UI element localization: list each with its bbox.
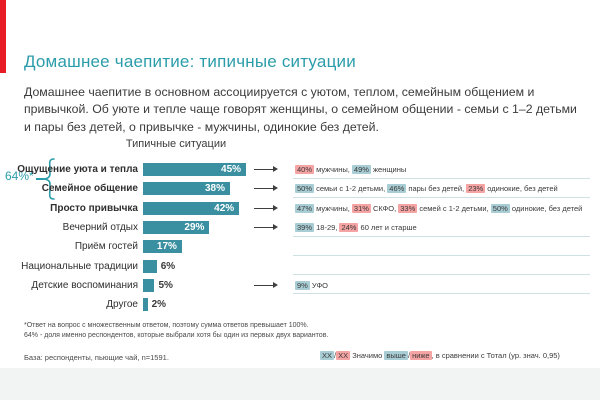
- bar-value-label: 5%: [158, 279, 173, 291]
- annotation-text: /: [334, 351, 336, 360]
- group-share-label: 64%*: [5, 169, 34, 183]
- chart-title: Типичные ситуации: [125, 138, 227, 150]
- row-divider: [293, 274, 590, 276]
- significance-highlight-higher: 49%: [351, 165, 371, 174]
- right-arrow-icon: [254, 166, 278, 172]
- bar-value-label: 2%: [151, 299, 167, 311]
- row-annotation: 9% УФО: [295, 280, 593, 290]
- footnotes: *Ответ на вопрос с множественным ответом…: [24, 321, 328, 341]
- bar: 45%: [143, 163, 247, 176]
- bar-value-label: 29%: [184, 221, 205, 233]
- significance-highlight-higher: 39%: [295, 222, 315, 232]
- significance-legend: ХХ/ХХ Значимо выше/ниже, в сравнении с Т…: [320, 351, 560, 360]
- annotation-text: УФО: [309, 280, 328, 290]
- page-title: Домашнее чаепитие: типичные ситуации: [24, 52, 356, 71]
- row-divider: [293, 235, 590, 237]
- significance-highlight-lower: 40%: [295, 165, 315, 174]
- category-label: Ощущение уюта и тепла: [17, 164, 138, 175]
- annotation-text: семьи с 1-2 детьми,: [314, 184, 388, 194]
- bar: 42%: [143, 201, 240, 215]
- intro-paragraph: Домашнее чаепитие в основном ассоциирует…: [24, 85, 577, 134]
- category-label: Детские воспоминания: [31, 279, 138, 291]
- red-accent-bar: [0, 0, 6, 73]
- significance-highlight-lower: 23%: [466, 184, 486, 194]
- significance-highlight-higher: 47%: [295, 203, 315, 213]
- annotation-text: женщины: [370, 165, 407, 174]
- bar: [143, 259, 157, 273]
- significance-highlight-higher: ХХ: [320, 351, 335, 360]
- category-label: Вечерний отдых: [62, 221, 138, 233]
- bar-value-label: 42%: [214, 202, 235, 214]
- bar-value-label: 17%: [156, 241, 177, 253]
- annotation-text: мужчины,: [314, 165, 352, 174]
- significance-highlight-higher: 50%: [490, 203, 510, 213]
- category-label: Семейное общение: [41, 183, 138, 195]
- annotation-text: одинокие, без детей: [485, 184, 558, 194]
- base-note: База: респонденты, пьющие чай, n=1591.: [24, 353, 169, 362]
- significance-highlight-lower: 31%: [351, 203, 371, 213]
- bar: 17%: [143, 240, 182, 254]
- row-annotation: 47% мужчины, 31% СКФО, 33% семей с 1-2 д…: [295, 203, 593, 213]
- footnote-line-1: *Ответ на вопрос с множественным ответом…: [24, 322, 309, 329]
- category-label: Приём гостей: [74, 241, 138, 253]
- row-annotation: 40% мужчины, 49% женщины: [295, 165, 593, 174]
- significance-highlight-lower: 24%: [339, 222, 359, 232]
- annotation-text: мужчины,: [314, 203, 352, 213]
- bar-value-label: 38%: [205, 183, 226, 195]
- bar: 38%: [143, 182, 231, 196]
- bar: 29%: [143, 220, 210, 234]
- group-bracket-icon: [43, 158, 55, 205]
- annotation-text: пары без детей,: [406, 184, 467, 194]
- significance-highlight-higher: 46%: [387, 184, 407, 194]
- annotation-text: 60 лет и старше: [358, 222, 417, 232]
- annotation-text: Значимо: [350, 351, 385, 360]
- significance-highlight-higher: выше: [384, 351, 408, 360]
- annotation-text: 18-29,: [314, 222, 340, 232]
- right-arrow-icon: [254, 185, 278, 192]
- annotation-text: одинокие, без детей: [509, 203, 583, 213]
- category-label: Национальные традиции: [21, 260, 138, 272]
- annotation-text: , в сравнении с Тотал (ур. знач. 0,95): [431, 351, 560, 360]
- annotation-text: /: [408, 351, 410, 360]
- row-divider: [293, 254, 590, 256]
- footnote-line-2: 64% - доля именно респондентов, которые …: [24, 331, 329, 339]
- right-arrow-icon: [254, 204, 278, 211]
- right-arrow-icon: [254, 223, 278, 230]
- row-annotation: 39% 18-29, 24% 60 лет и старше: [295, 222, 593, 232]
- footer-band: [0, 368, 600, 400]
- category-label: Другое: [106, 299, 138, 311]
- annotation-text: семей с 1-2 детьми,: [417, 203, 491, 213]
- row-divider: [293, 177, 590, 179]
- significance-highlight-higher: 50%: [295, 184, 315, 194]
- significance-highlight-lower: ХХ: [336, 351, 351, 360]
- bar-value-label: 6%: [160, 260, 176, 272]
- category-label: Просто привычка: [50, 202, 138, 214]
- bar: [143, 298, 148, 312]
- row-divider: [293, 196, 590, 198]
- row-divider: [293, 293, 590, 295]
- significance-highlight-higher: 9%: [295, 280, 310, 290]
- row-annotation: 50% семьи с 1-2 детьми, 46% пары без дет…: [295, 184, 593, 194]
- significance-highlight-lower: 33%: [398, 203, 418, 213]
- annotation-text: СКФО,: [370, 203, 399, 213]
- right-arrow-icon: [254, 281, 278, 288]
- significance-highlight-lower: ниже: [410, 351, 432, 360]
- bar: [143, 278, 155, 292]
- bar-value-label: 45%: [221, 164, 242, 175]
- group-bracket-connector: [36, 178, 44, 180]
